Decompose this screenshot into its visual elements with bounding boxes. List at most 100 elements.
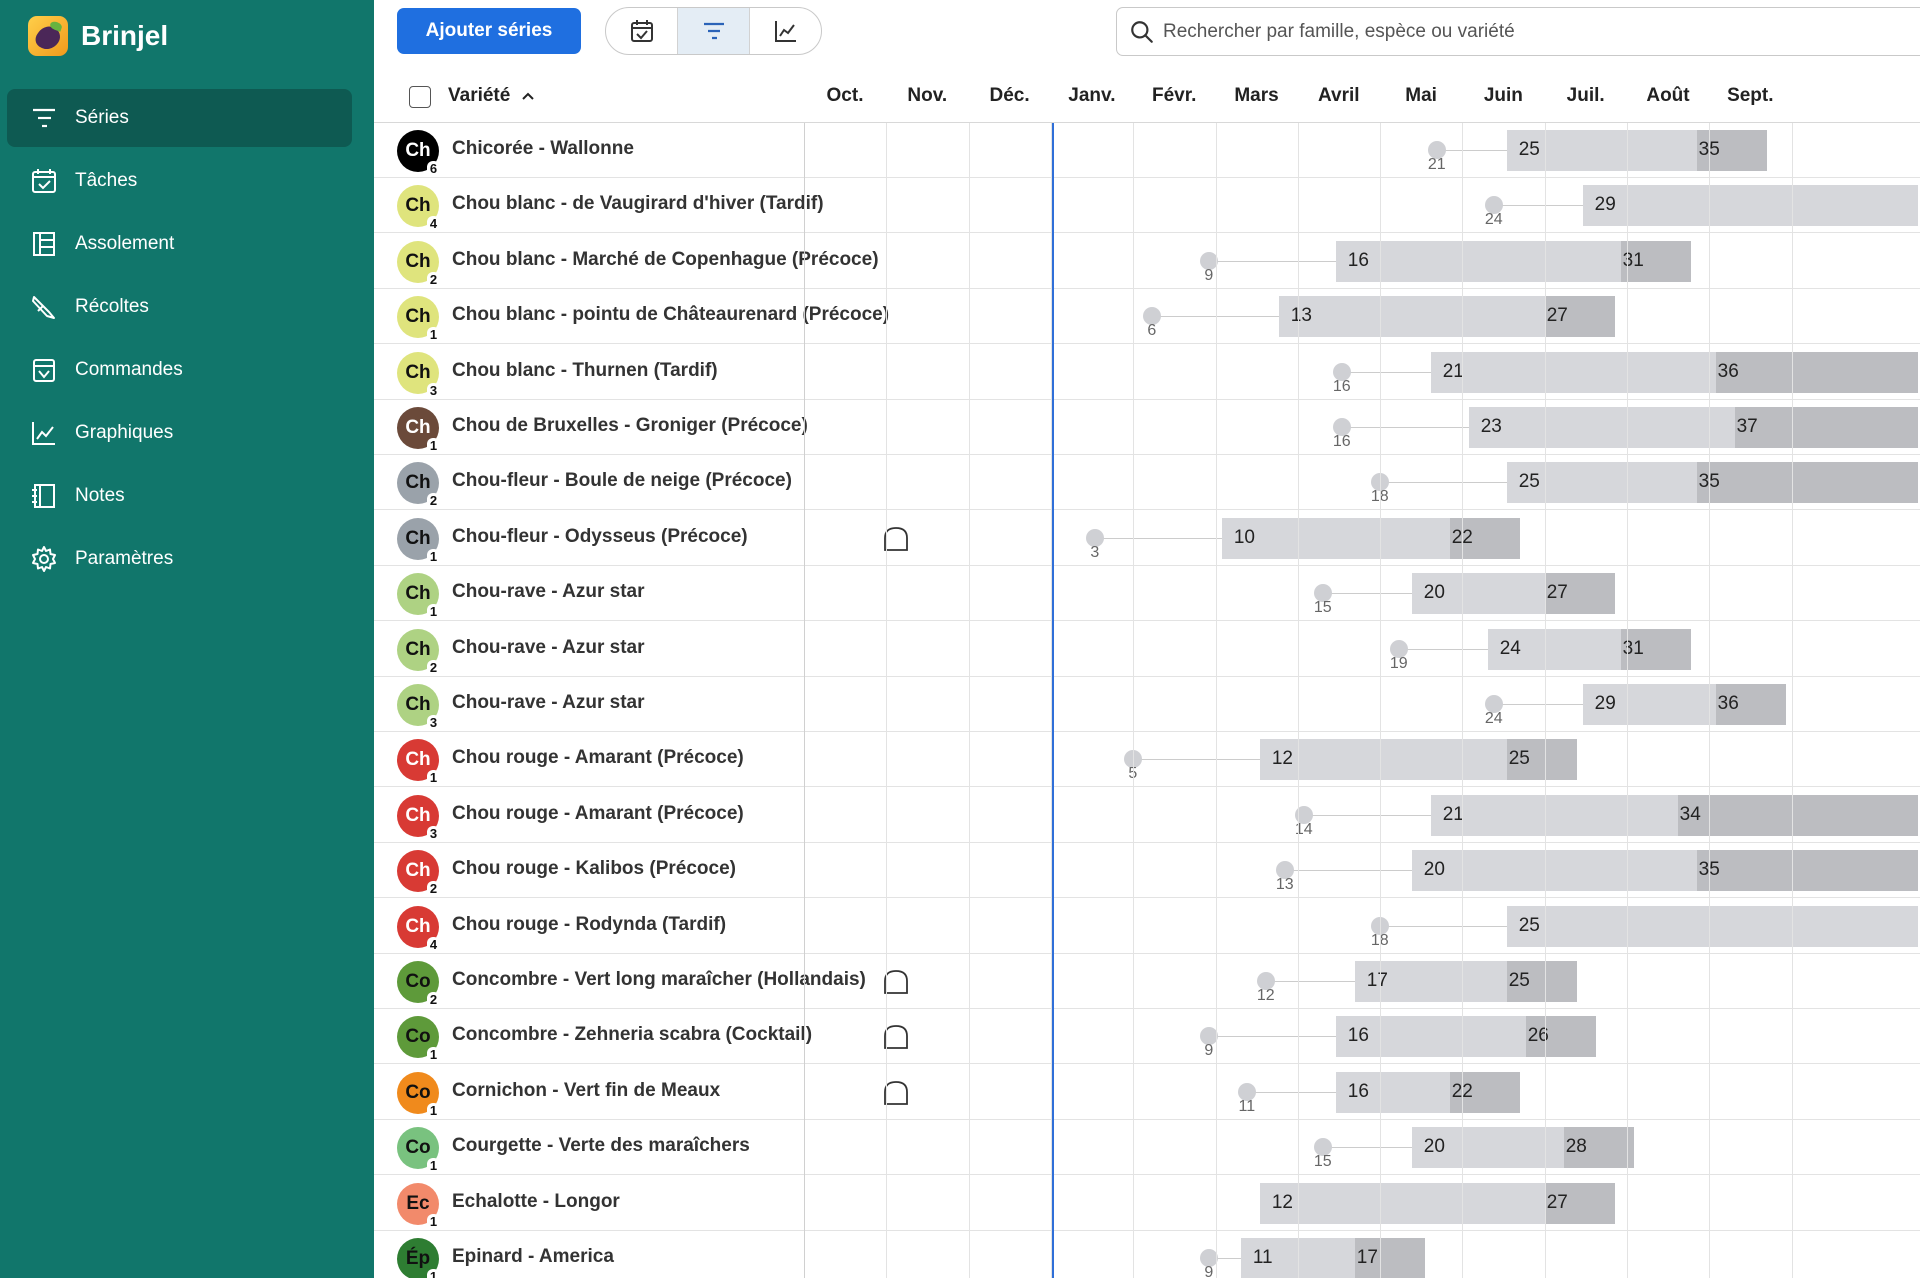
sidebar-item-tasks-calendar[interactable]: Tâches xyxy=(7,152,352,210)
harvest-bar[interactable] xyxy=(1620,240,1691,282)
table-row[interactable]: Ch 1 Chou-rave - Azur star 15 20 27 xyxy=(374,566,1920,622)
growing-bar[interactable] xyxy=(1221,517,1450,559)
growing-bar[interactable] xyxy=(1506,462,1697,504)
sidebar-item-harvest-knife[interactable]: Récoltes xyxy=(7,278,352,336)
harvest-bar[interactable] xyxy=(1506,961,1577,1002)
table-row[interactable]: Ch 6 Chicorée - Wallonne 21 25 35 xyxy=(374,123,1920,178)
growing-bar[interactable] xyxy=(1335,1016,1526,1058)
sowing-point[interactable] xyxy=(1294,805,1313,824)
search-input[interactable] xyxy=(1163,20,1863,43)
sowing-point[interactable] xyxy=(1256,972,1275,990)
table-row[interactable]: Ch4 Chou rouge - Rodynda (Tardif) 18 25 xyxy=(374,899,1920,954)
table-row[interactable]: Ch 1 Chou blanc - pointu de Châteaurenard … xyxy=(374,289,1920,345)
sowing-point[interactable] xyxy=(1313,584,1332,603)
sowing-point[interactable] xyxy=(1332,418,1351,436)
sowing-point[interactable] xyxy=(1313,1138,1332,1157)
table-row[interactable]: Ch 4 Chou blanc - de Vaugirard d'hiver (Ta… xyxy=(374,178,1920,234)
table-row[interactable]: Ch 2 Chou blanc - Marché de Copenhague (Pr… xyxy=(374,234,1920,289)
calendar-view-button[interactable] xyxy=(606,8,678,54)
variety-name[interactable]: Chou blanc - pointu de Châteaurenard (Pr… xyxy=(452,304,890,326)
growing-bar[interactable] xyxy=(1259,739,1507,781)
harvest-bar[interactable] xyxy=(1563,1127,1634,1169)
harvest-bar[interactable] xyxy=(1449,517,1520,559)
select-all-checkbox[interactable] xyxy=(409,86,431,108)
variety-name[interactable]: Chou blanc - de Vaugirard d'hiver (Tardi… xyxy=(452,193,824,215)
sidebar-item-assolement[interactable]: Assolement xyxy=(7,215,352,273)
growing-bar[interactable] xyxy=(1278,296,1545,338)
harvest-bar[interactable] xyxy=(1544,1182,1615,1224)
variety-name[interactable]: Chou-rave - Azur star xyxy=(452,581,645,603)
harvest-bar[interactable] xyxy=(1620,628,1691,670)
growing-bar[interactable] xyxy=(1335,240,1621,282)
growing-bar[interactable] xyxy=(1506,905,1918,947)
harvest-bar[interactable] xyxy=(1696,850,1918,892)
sowing-point[interactable] xyxy=(1199,251,1218,270)
variety-name[interactable]: Chou rouge - Kalibos (Précoce) xyxy=(452,858,736,880)
brand[interactable]: Brinjel xyxy=(28,15,168,57)
growing-bar[interactable] xyxy=(1335,1071,1450,1113)
variety-name[interactable]: Chou blanc - Thurnen (Tardif) xyxy=(452,359,718,381)
table-row[interactable]: Ép 1 Epinard - America 9 11 17 xyxy=(374,1231,1920,1278)
growing-bar[interactable] xyxy=(1411,1127,1564,1169)
variety-name[interactable]: Chou rouge - Rodynda (Tardif) xyxy=(452,913,727,935)
variety-name[interactable]: Chou-fleur - Odysseus (Précoce) xyxy=(452,525,748,547)
variety-name[interactable]: Chou rouge - Amarant (Précoce) xyxy=(452,747,744,769)
sowing-point[interactable] xyxy=(1370,916,1389,935)
table-row[interactable]: Ch 3 Chou-rave - Azur star 24 29 36 xyxy=(374,677,1920,732)
variety-name[interactable]: Chou-rave - Azur star xyxy=(452,692,645,713)
variety-name[interactable]: Chou blanc - Marché de Copenhague (Préco… xyxy=(452,248,879,270)
sidebar-item-gear[interactable]: Paramètres xyxy=(7,530,352,588)
sowing-point[interactable] xyxy=(1370,473,1389,492)
table-row[interactable]: Ch 1 Chou-fleur - Odysseus (Précoce) 3 10 22 xyxy=(374,511,1920,566)
growing-bar[interactable] xyxy=(1240,1238,1355,1278)
table-row[interactable]: Ec 1 Echalotte - Longor 12 27 xyxy=(374,1176,1920,1231)
table-row[interactable]: Co 1 Concombre - Zehneria scabra (Cocktail… xyxy=(374,1009,1920,1065)
table-row[interactable]: Ch 2 Chou rouge - Kalibos (Précoce) 13 20 35 xyxy=(374,843,1920,899)
add-series-button[interactable]: Ajouter séries xyxy=(397,8,581,54)
harvest-bar[interactable] xyxy=(1696,130,1767,171)
table-row[interactable]: Ch 3 Chou blanc - Thurnen (Tardif) 16 21 36 xyxy=(374,345,1920,400)
variety-name[interactable]: Concombre - Zehneria scabra (Cocktail) xyxy=(452,1024,813,1046)
variety-name[interactable]: Chou rouge - Amarant (Précoce) xyxy=(452,802,744,824)
variety-name[interactable]: Cornichon - Vert fin de Meaux xyxy=(452,1079,721,1101)
sidebar-item-notes[interactable]: Notes xyxy=(7,467,352,525)
variety-name[interactable]: Chou de Bruxelles - Groniger (Précoce) xyxy=(452,415,808,436)
sidebar-item-chart[interactable]: Graphiques xyxy=(7,404,352,462)
variety-name[interactable]: Concombre - Vert long maraîcher (Holland… xyxy=(452,969,866,990)
variety-name[interactable]: Chou-fleur - Boule de neige (Précoce) xyxy=(452,470,792,492)
growing-bar[interactable] xyxy=(1582,185,1918,227)
harvest-bar[interactable] xyxy=(1544,296,1615,338)
variety-name[interactable]: Epinard - America xyxy=(452,1246,614,1267)
table-row[interactable]: Ch 3 Chou rouge - Amarant (Précoce) 14 21 34 xyxy=(374,788,1920,843)
variety-name[interactable]: Courgette - Verte des maraîchers xyxy=(452,1135,750,1157)
harvest-bar[interactable] xyxy=(1354,1238,1425,1278)
harvest-bar[interactable] xyxy=(1544,573,1615,615)
sowing-point[interactable] xyxy=(1123,750,1142,769)
growing-bar[interactable] xyxy=(1582,684,1716,725)
sowing-point[interactable] xyxy=(1427,141,1446,159)
sowing-point[interactable] xyxy=(1332,362,1351,381)
growing-bar[interactable] xyxy=(1354,961,1507,1002)
sowing-point[interactable] xyxy=(1237,1082,1256,1101)
sowing-point[interactable] xyxy=(1199,1249,1218,1267)
harvest-bar[interactable] xyxy=(1506,739,1577,781)
table-row[interactable]: Ch 1 Chou de Bruxelles - Groniger (Précoce… xyxy=(374,400,1920,455)
sowing-point[interactable] xyxy=(1275,861,1294,880)
table-row[interactable]: Co 2 Concombre - Vert long maraîcher (Holl… xyxy=(374,954,1920,1009)
sowing-point[interactable] xyxy=(1389,639,1408,658)
growing-bar[interactable] xyxy=(1411,573,1545,615)
harvest-bar[interactable] xyxy=(1696,462,1918,504)
variety-name[interactable]: Chou-rave - Azur star xyxy=(452,636,645,658)
growing-bar[interactable] xyxy=(1487,628,1621,670)
table-row[interactable]: Ch 2 Chou-rave - Azur star 19 24 31 xyxy=(374,622,1920,677)
growing-bar[interactable] xyxy=(1259,1182,1545,1224)
growing-bar[interactable] xyxy=(1430,794,1678,836)
growing-bar[interactable] xyxy=(1430,351,1716,393)
growing-bar[interactable] xyxy=(1468,407,1735,448)
harvest-bar[interactable] xyxy=(1677,794,1918,836)
growing-bar[interactable] xyxy=(1506,130,1697,171)
sowing-point[interactable] xyxy=(1085,528,1104,547)
variety-name[interactable]: Chicorée - Wallonne xyxy=(452,138,634,159)
sowing-point[interactable] xyxy=(1199,1027,1218,1046)
timeline-view-button[interactable] xyxy=(678,8,750,54)
